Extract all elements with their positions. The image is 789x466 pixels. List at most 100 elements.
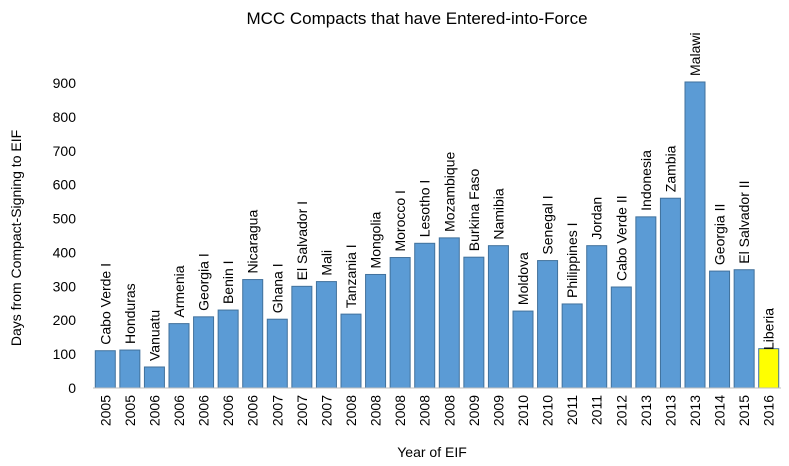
x-tick-label: 2009 [466, 395, 482, 426]
y-tick-label: 300 [53, 278, 77, 294]
bar [266, 318, 288, 389]
x-tick-label: 2009 [490, 395, 506, 426]
bar [733, 269, 755, 389]
x-tick-label: 2008 [392, 395, 408, 426]
bar-label: El Salvador I [294, 201, 310, 280]
bar-label: El Salvador II [736, 180, 752, 263]
bar-label: Philippines I [564, 222, 580, 298]
bar [365, 273, 387, 389]
y-tick-label: 0 [68, 380, 76, 396]
y-axis-title: Days from Compact-Signing to EIF [8, 130, 24, 346]
bar [340, 313, 362, 389]
x-tick-label: 2008 [417, 395, 433, 426]
bar [512, 310, 534, 389]
bar-label: Lesotho I [417, 180, 433, 238]
y-tick-label: 100 [53, 346, 77, 362]
bar [684, 81, 706, 389]
x-tick-label: 2011 [589, 395, 605, 425]
x-tick-label: 2016 [761, 395, 777, 426]
bar [438, 237, 460, 389]
bar-label: Malawi [687, 32, 703, 76]
x-tick-label: 2005 [97, 395, 113, 426]
x-tick-label: 2007 [269, 395, 285, 426]
bar-label: Mozambique [441, 152, 457, 232]
x-tick-label: 2007 [318, 395, 334, 426]
bar-label: Benin I [220, 260, 236, 304]
bar-label: Namibia [490, 188, 506, 240]
bar-label: Morocco I [392, 190, 408, 251]
bar-label: Armenia [171, 265, 187, 317]
bar [143, 366, 165, 389]
bar [119, 349, 141, 389]
x-tick-label: 2013 [662, 395, 678, 426]
bar-label: Jordan [589, 197, 605, 240]
y-tick-label: 800 [53, 109, 77, 125]
x-tick-label: 2013 [638, 395, 654, 426]
bar-label: Burkina Faso [466, 168, 482, 251]
bar [561, 303, 583, 389]
bar-label: Cabo Verde I [97, 263, 113, 345]
bar-label: Liberia [761, 308, 777, 350]
bar-label: Senegal I [540, 195, 556, 254]
bar [389, 257, 411, 389]
y-tick-label: 500 [53, 211, 77, 227]
x-tick-label: 2005 [122, 395, 138, 426]
x-tick-label: 2006 [220, 395, 236, 426]
x-axis-title: Year of EIF [397, 444, 467, 460]
bar [659, 197, 681, 389]
bar-label: Honduras [122, 283, 138, 344]
x-tick-label: 2006 [171, 395, 187, 426]
bar [635, 216, 657, 389]
bar [709, 270, 731, 389]
bar-label: Nicaragua [245, 210, 261, 274]
x-tick-label: 2008 [368, 395, 384, 426]
bar-label: Ghana I [269, 263, 285, 313]
y-tick-label: 700 [53, 143, 77, 159]
bar [168, 323, 190, 389]
bar [315, 281, 337, 389]
x-tick-label: 2010 [515, 395, 531, 426]
x-tick-label: 2013 [687, 395, 703, 426]
bar [610, 286, 632, 389]
bar [242, 279, 264, 389]
y-tick-label: 900 [53, 75, 77, 91]
x-tick-label: 2012 [613, 395, 629, 426]
bar [94, 350, 116, 389]
x-tick-label: 2007 [294, 395, 310, 426]
bar [217, 309, 239, 389]
country-labels: Cabo Verde I Honduras Vanuatu Armenia Georgi… [97, 32, 776, 361]
x-tick-label: 2008 [441, 395, 457, 426]
bar-label: Tanzania I [343, 244, 359, 308]
x-tick-label: 2014 [712, 395, 728, 426]
x-tick-label: 2015 [736, 395, 752, 426]
x-tick-label: 2006 [245, 395, 261, 426]
bar [463, 256, 485, 389]
y-tick-label: 400 [53, 244, 77, 260]
x-tick-label: 2010 [540, 395, 556, 426]
bar [586, 245, 608, 389]
bar-label: Mongolia [368, 211, 384, 268]
x-axis-ticks: 2005 2005 2006 2006 2006 2006 2006 2007 2007 2007… [97, 395, 776, 426]
bar-label: Georgia I [196, 253, 212, 311]
bar-label: Zambia [662, 145, 678, 192]
bar-label: Moldova [515, 252, 531, 305]
bar-label: Indonesia [638, 150, 654, 211]
bar-label: Cabo Verde II [613, 195, 629, 281]
bar-label: Georgia II [712, 204, 728, 265]
chart-title: MCC Compacts that have Entered-into-Forc… [246, 9, 587, 28]
bar [537, 260, 559, 389]
bar [193, 316, 215, 389]
y-axis-ticks: 0 100 200 300 400 500 600 700 800 900 [53, 75, 77, 396]
x-tick-label: 2011 [564, 395, 580, 425]
bar-label: Vanuatu [146, 310, 162, 361]
bar-label: Mali [318, 250, 334, 276]
bars [94, 81, 780, 389]
y-tick-label: 200 [53, 312, 77, 328]
y-tick-label: 600 [53, 177, 77, 193]
bar [487, 245, 509, 389]
x-tick-label: 2008 [343, 395, 359, 426]
bar [291, 285, 313, 389]
x-tick-label: 2006 [146, 395, 162, 426]
x-tick-label: 2006 [196, 395, 212, 426]
